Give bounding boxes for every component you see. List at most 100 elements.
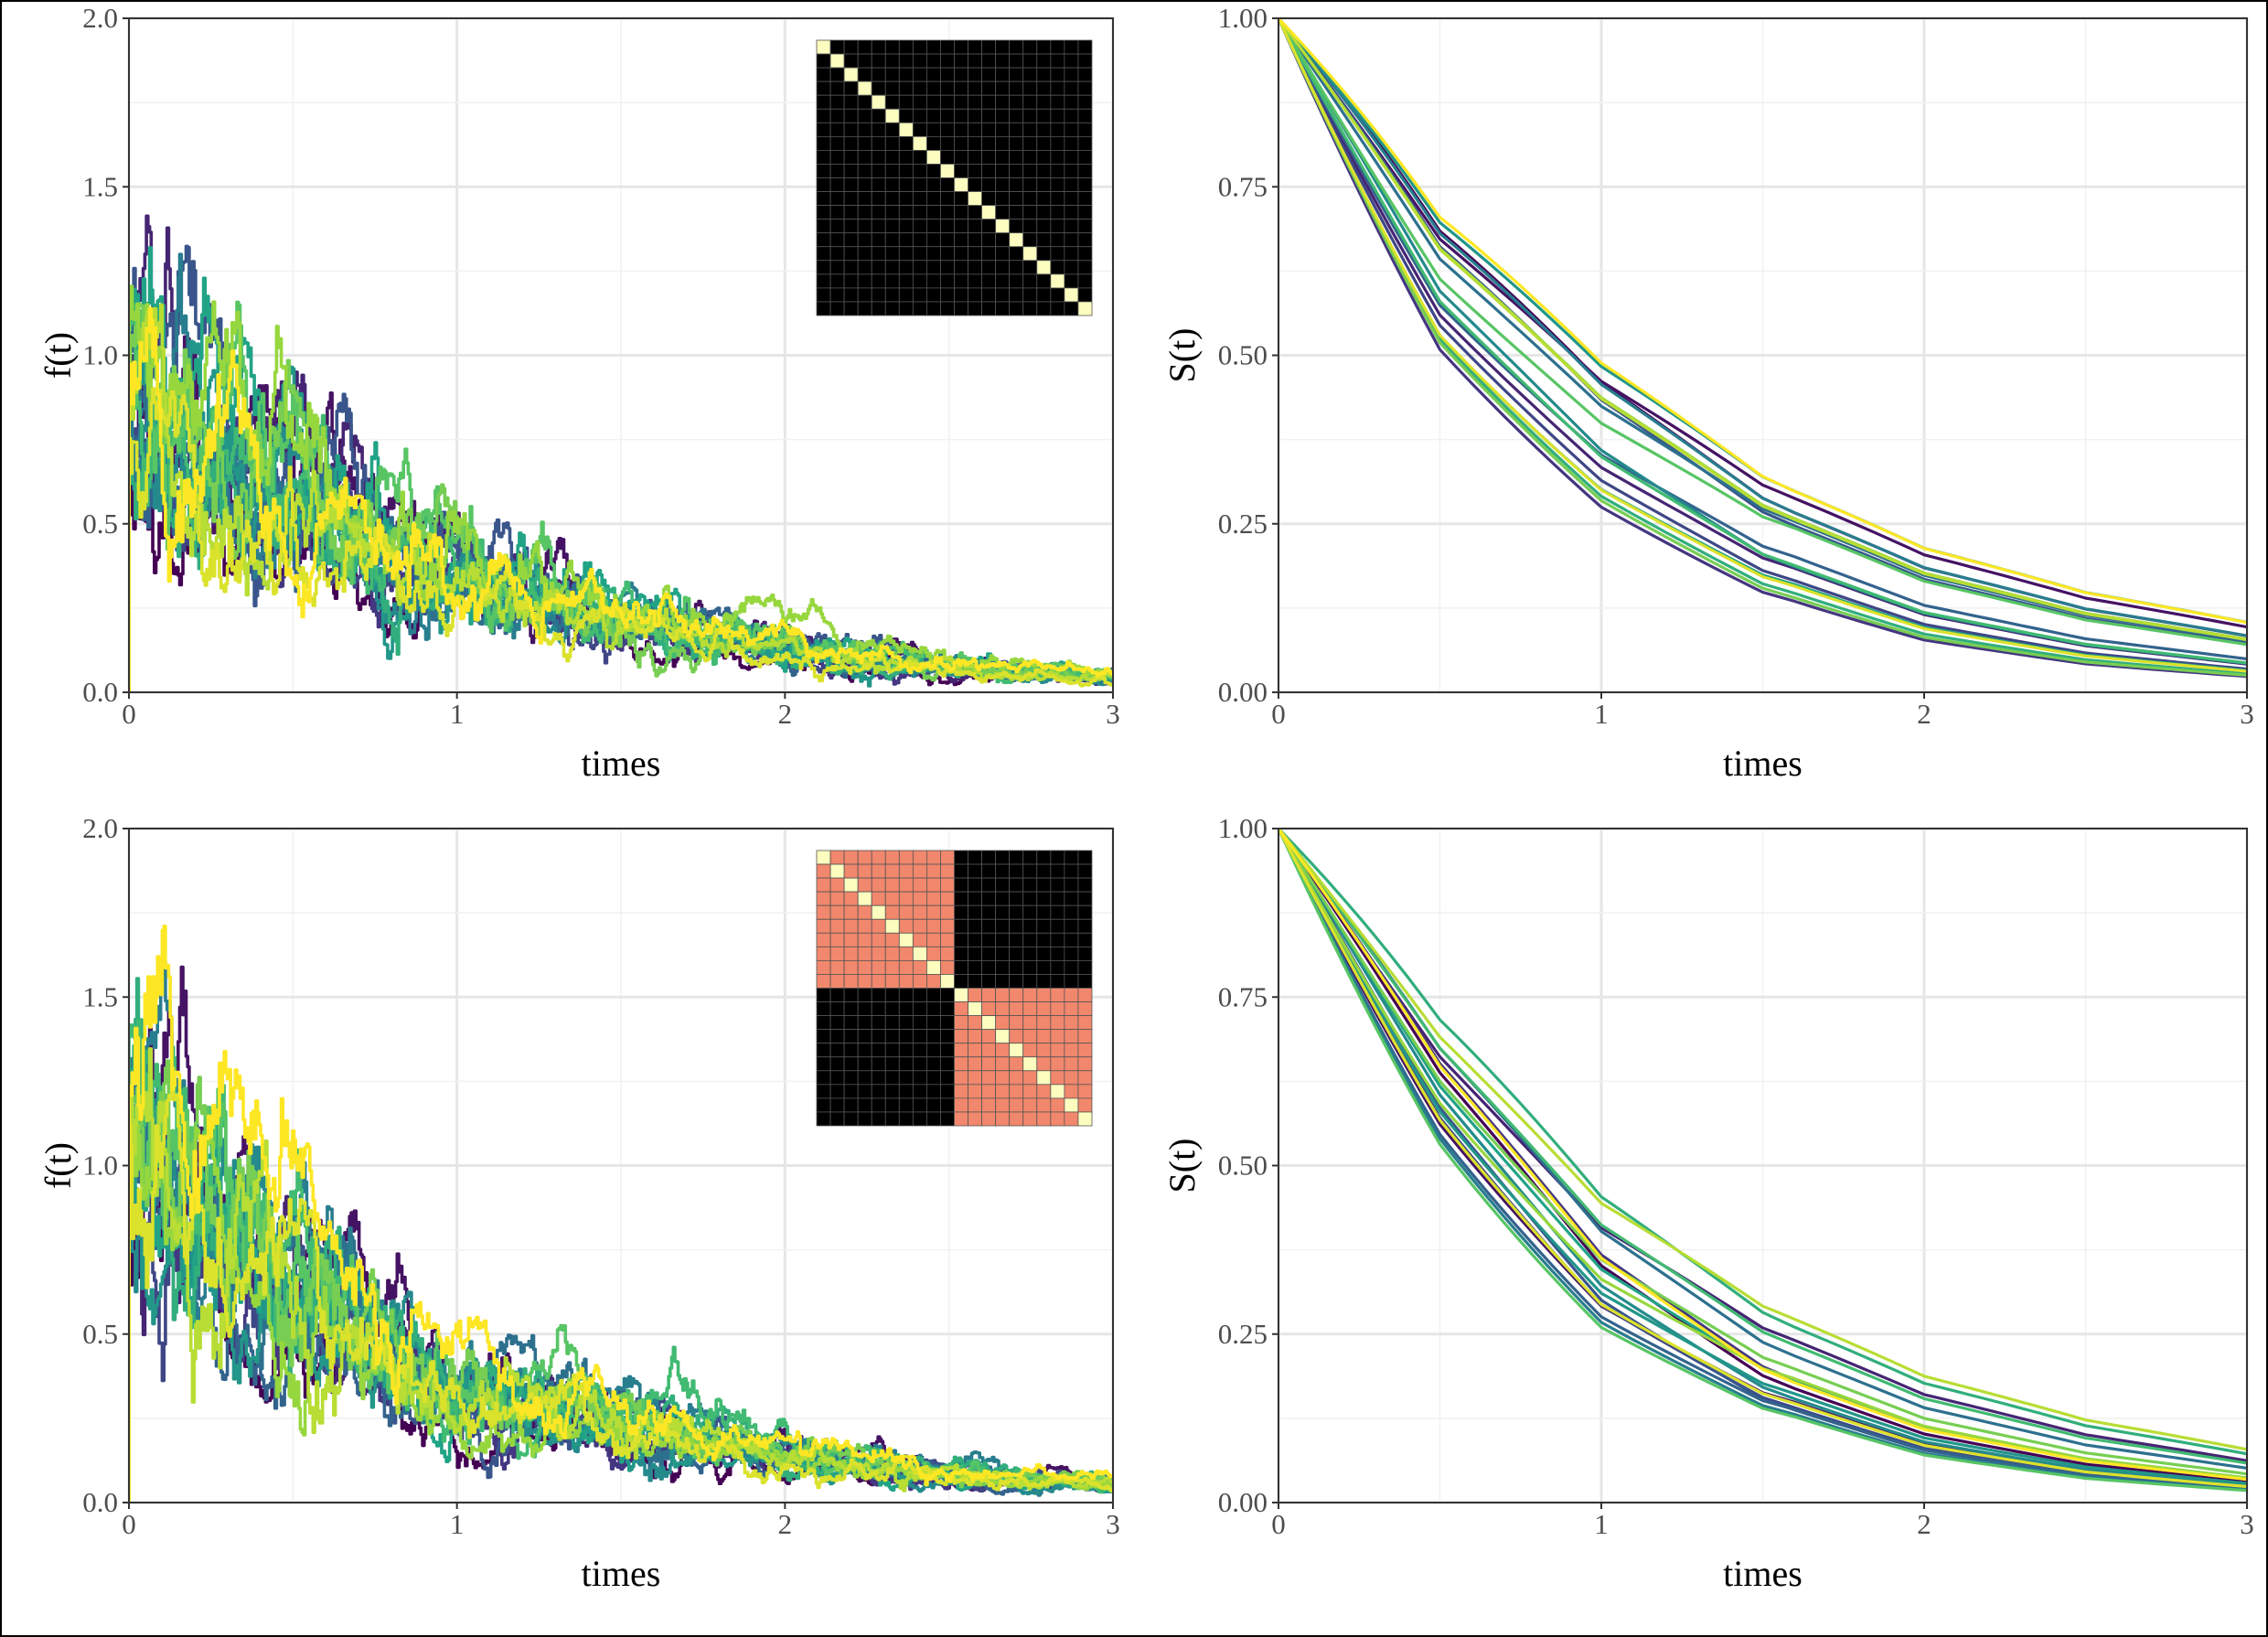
matrix-cell — [829, 1070, 845, 1086]
matrix-cell — [954, 246, 968, 262]
matrix-cell — [843, 39, 859, 55]
matrix-cell — [1009, 273, 1024, 289]
matrix-cell — [816, 177, 831, 192]
matrix-cell — [884, 149, 900, 165]
matrix-cell — [995, 232, 1011, 248]
matrix-cell — [1022, 39, 1038, 55]
matrix-cell — [940, 301, 955, 316]
matrix-cell — [940, 149, 955, 165]
matrix-cell — [871, 260, 886, 275]
matrix-cell — [1064, 135, 1079, 151]
matrix-cell — [816, 232, 831, 248]
matrix-cell — [843, 863, 859, 879]
y-tick-label: 1.0 — [82, 1150, 118, 1182]
y-tick-label: 0.5 — [82, 508, 118, 540]
matrix-cell — [995, 1070, 1011, 1086]
matrix-cell — [981, 1070, 997, 1086]
matrix-cell — [884, 39, 900, 55]
matrix-cell — [940, 1097, 955, 1113]
y-tick-label: 0.00 — [1218, 1486, 1268, 1518]
matrix-cell — [1050, 1043, 1065, 1058]
matrix-cell — [1050, 219, 1065, 234]
matrix-cell — [898, 904, 914, 920]
matrix-cell — [1064, 1111, 1079, 1127]
matrix-cell — [1009, 932, 1024, 947]
matrix-cell — [954, 918, 968, 934]
matrix-cell — [995, 135, 1011, 151]
matrix-cell — [857, 39, 872, 55]
matrix-cell — [1050, 946, 1065, 961]
matrix-cell — [940, 53, 955, 69]
matrix-cell — [1077, 301, 1093, 316]
matrix-cell — [940, 108, 955, 123]
matrix-cell — [843, 108, 859, 123]
matrix-cell — [816, 1043, 831, 1058]
matrix-cell — [995, 1015, 1011, 1031]
matrix-cell — [816, 94, 831, 110]
matrix-cell — [857, 219, 872, 234]
matrix-cell — [968, 135, 983, 151]
matrix-cell — [1009, 988, 1024, 1002]
matrix-cell — [1050, 191, 1065, 207]
matrix-cell — [954, 904, 968, 920]
inset-matrix — [816, 39, 1093, 316]
matrix-cell — [954, 287, 968, 303]
matrix-cell — [954, 1043, 968, 1058]
matrix-cell — [926, 219, 941, 234]
matrix-cell — [816, 988, 831, 1002]
matrix-cell — [829, 273, 845, 289]
matrix-cell — [884, 988, 900, 1002]
matrix-cell — [898, 1015, 914, 1031]
matrix-cell — [1077, 1001, 1093, 1017]
matrix-cell — [871, 850, 886, 865]
matrix-cell — [843, 219, 859, 234]
matrix-cell — [1009, 108, 1024, 123]
matrix-cell — [884, 205, 900, 220]
matrix-cell — [884, 273, 900, 289]
matrix-cell — [871, 1097, 886, 1113]
matrix-cell — [1077, 287, 1093, 303]
y-tick-label: 1.5 — [82, 170, 118, 202]
matrix-cell — [857, 1111, 872, 1127]
matrix-cell — [968, 219, 983, 234]
matrix-cell — [884, 974, 900, 989]
matrix-cell — [816, 122, 831, 137]
matrix-cell — [1050, 273, 1065, 289]
matrix-cell — [898, 1001, 914, 1017]
matrix-cell — [1009, 301, 1024, 316]
matrix-cell — [857, 232, 872, 248]
matrix-cell — [1064, 918, 1079, 934]
matrix-cell — [816, 850, 831, 865]
matrix-cell — [995, 1029, 1011, 1044]
matrix-cell — [829, 974, 845, 989]
matrix-cell — [995, 164, 1011, 178]
matrix-cell — [1036, 1001, 1052, 1017]
matrix-cell — [871, 191, 886, 207]
matrix-cell — [884, 260, 900, 275]
matrix-cell — [898, 877, 914, 893]
matrix-cell — [1050, 1070, 1065, 1086]
matrix-cell — [912, 135, 927, 151]
matrix-cell — [843, 122, 859, 137]
matrix-cell — [1036, 918, 1052, 934]
x-tick-label: 2 — [778, 1508, 793, 1540]
matrix-cell — [1022, 863, 1038, 879]
matrix-cell — [884, 918, 900, 934]
matrix-cell — [898, 205, 914, 220]
matrix-cell — [995, 53, 1011, 69]
matrix-cell — [1050, 1111, 1065, 1127]
matrix-cell — [926, 53, 941, 69]
matrix-cell — [1050, 932, 1065, 947]
chart-panel-top-right: 0 1 2 3 0.00 0.25 0.50 0.75 1.00 times S(t) — [1161, 2, 2254, 784]
matrix-cell — [898, 1070, 914, 1086]
matrix-cell — [884, 246, 900, 262]
x-tick-label: 1 — [450, 698, 465, 730]
y-axis-label: S(t) — [1161, 1139, 1203, 1193]
x-tick-label: 0 — [122, 698, 136, 730]
matrix-cell — [884, 219, 900, 234]
matrix-cell — [884, 904, 900, 920]
matrix-cell — [981, 273, 997, 289]
matrix-cell — [926, 122, 941, 137]
matrix-cell — [884, 287, 900, 303]
matrix-cell — [926, 246, 941, 262]
